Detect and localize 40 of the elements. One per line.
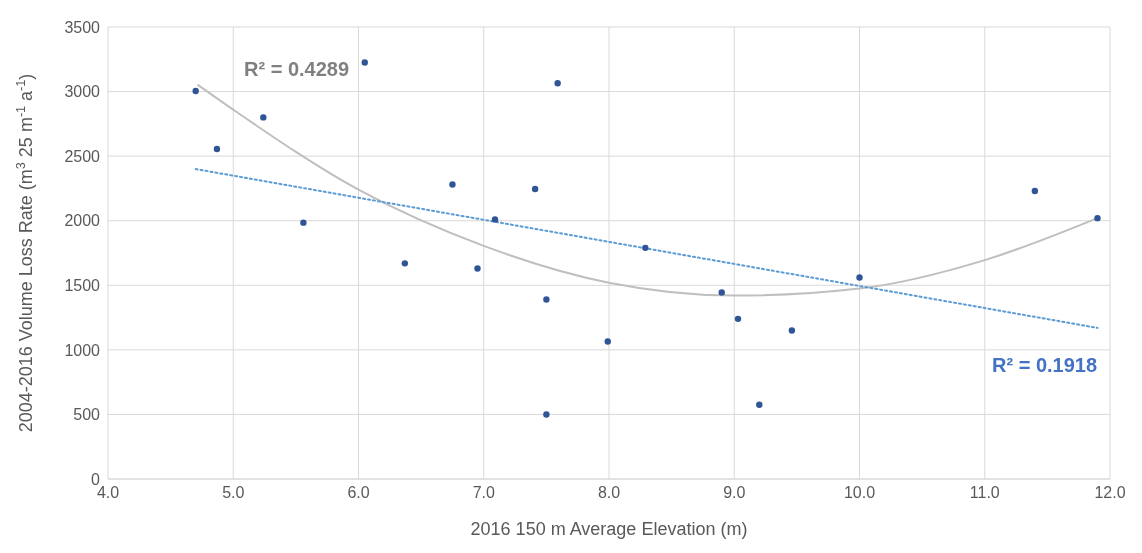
point [260,114,267,121]
point [531,185,539,193]
point [718,289,725,296]
x-tick-label: 5.0 [222,484,245,502]
point [401,260,409,267]
point [192,87,199,95]
point [300,219,307,226]
point [361,59,368,66]
x-tick-label: 9.0 [723,484,746,502]
point [543,411,550,418]
x-tick-label: 6.0 [347,484,370,502]
point [554,79,561,87]
x-tick-label: 11.0 [969,484,1000,502]
x-tick-label: 7.0 [472,484,495,502]
point [642,244,649,252]
y-tick-label: 3500 [64,18,101,36]
y-tick-label: 1500 [64,276,101,294]
point [604,338,611,345]
point [788,327,796,334]
y-tick-label: 500 [73,406,101,424]
y-tick-label: 2000 [64,212,101,230]
point [856,274,863,281]
y-tick-label: 3000 [64,83,101,101]
x-tick-label: 12.0 [1094,484,1126,502]
x-tick-label: 10.0 [843,484,876,502]
point [491,216,499,223]
point [1094,214,1101,222]
point [449,181,456,188]
y-tick-label: 2500 [64,147,101,165]
annotation: R² = 0.4289 [244,58,350,81]
point [213,145,221,153]
annotation: R² = 0.1918 [992,354,1098,377]
x-axis-title: 2016 150 m Average Elevation (m) [470,519,748,539]
point [1031,187,1039,195]
point [474,265,481,272]
point [734,315,742,323]
point [543,296,550,303]
y-tick-label: 1000 [64,341,101,359]
x-tick-label: 8.0 [597,484,621,502]
point [756,401,763,408]
